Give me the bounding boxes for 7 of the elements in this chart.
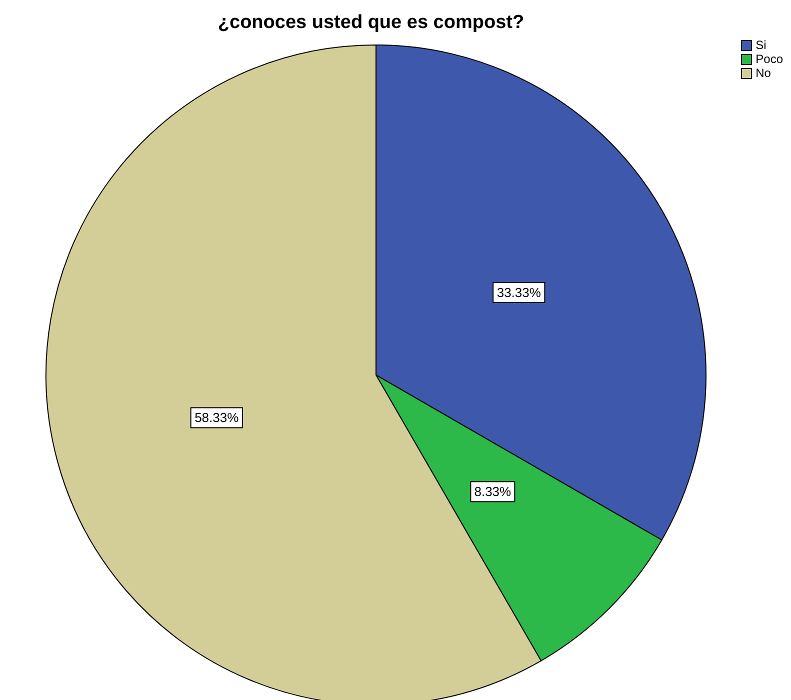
legend-label: Si [756, 38, 766, 52]
legend-label: Poco [756, 52, 783, 66]
data-label: 8.33% [474, 484, 512, 500]
chart-title: ¿conoces usted que es compost? [218, 12, 524, 33]
data-label: 33.33% [496, 285, 542, 300]
legend-label: No [756, 66, 771, 80]
data-label: 58.33% [194, 410, 240, 426]
